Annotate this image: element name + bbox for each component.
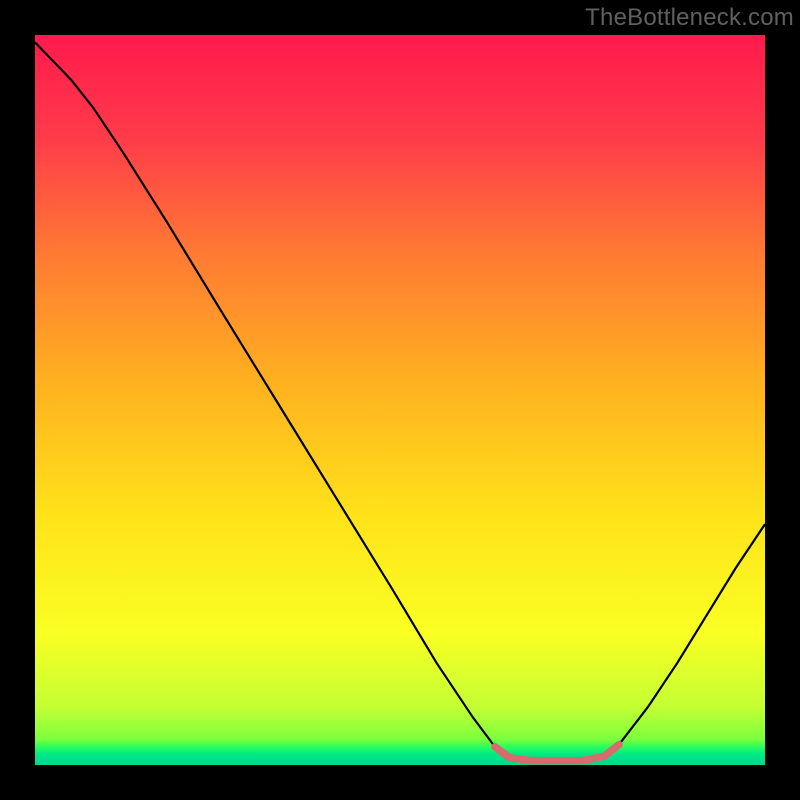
plot-background: [35, 35, 765, 765]
bottleneck-chart: [0, 0, 800, 800]
watermark-text: TheBottleneck.com: [585, 4, 794, 32]
chart-frame: TheBottleneck.com: [0, 0, 800, 800]
